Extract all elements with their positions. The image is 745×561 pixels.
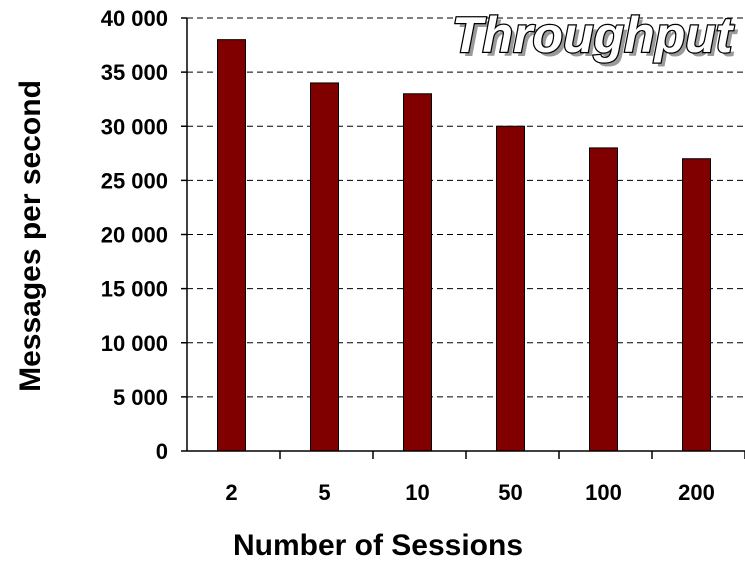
gridlines — [187, 18, 745, 397]
y-tick-labels: 0 5 000 10 000 15 000 20 000 25 000 30 000 35 0… — [101, 6, 168, 464]
axes — [181, 18, 745, 459]
x-tick-label: 5 — [318, 480, 330, 505]
bar-50 — [497, 126, 525, 451]
y-axis-title: Messages per second — [14, 80, 47, 392]
bar-5 — [311, 83, 339, 451]
bar-2 — [218, 40, 246, 451]
x-tick-label: 2 — [225, 480, 237, 505]
x-tick-label: 10 — [405, 480, 429, 505]
bar-200 — [683, 159, 711, 451]
y-tick-label: 10 000 — [101, 331, 168, 356]
x-tick-label: 100 — [585, 480, 622, 505]
x-tick-label: 50 — [498, 480, 522, 505]
y-tick-label: 35 000 — [101, 60, 168, 85]
y-tick-label: 20 000 — [101, 223, 168, 248]
bar-100 — [590, 148, 618, 451]
x-axis-title: Number of Sessions — [233, 529, 523, 561]
y-tick-label: 5 000 — [113, 385, 168, 410]
y-tick-label: 0 — [156, 439, 168, 464]
y-tick-label: 30 000 — [101, 114, 168, 139]
x-tick-label: 200 — [678, 480, 715, 505]
x-tick-labels: 2 5 10 50 100 200 — [225, 480, 714, 505]
y-tick-label: 15 000 — [101, 277, 168, 302]
y-tick-label: 25 000 — [101, 168, 168, 193]
bars — [218, 40, 711, 451]
bar-10 — [404, 94, 432, 451]
chart-title: Throughput — [452, 7, 735, 63]
y-tick-label: 40 000 — [101, 6, 168, 31]
